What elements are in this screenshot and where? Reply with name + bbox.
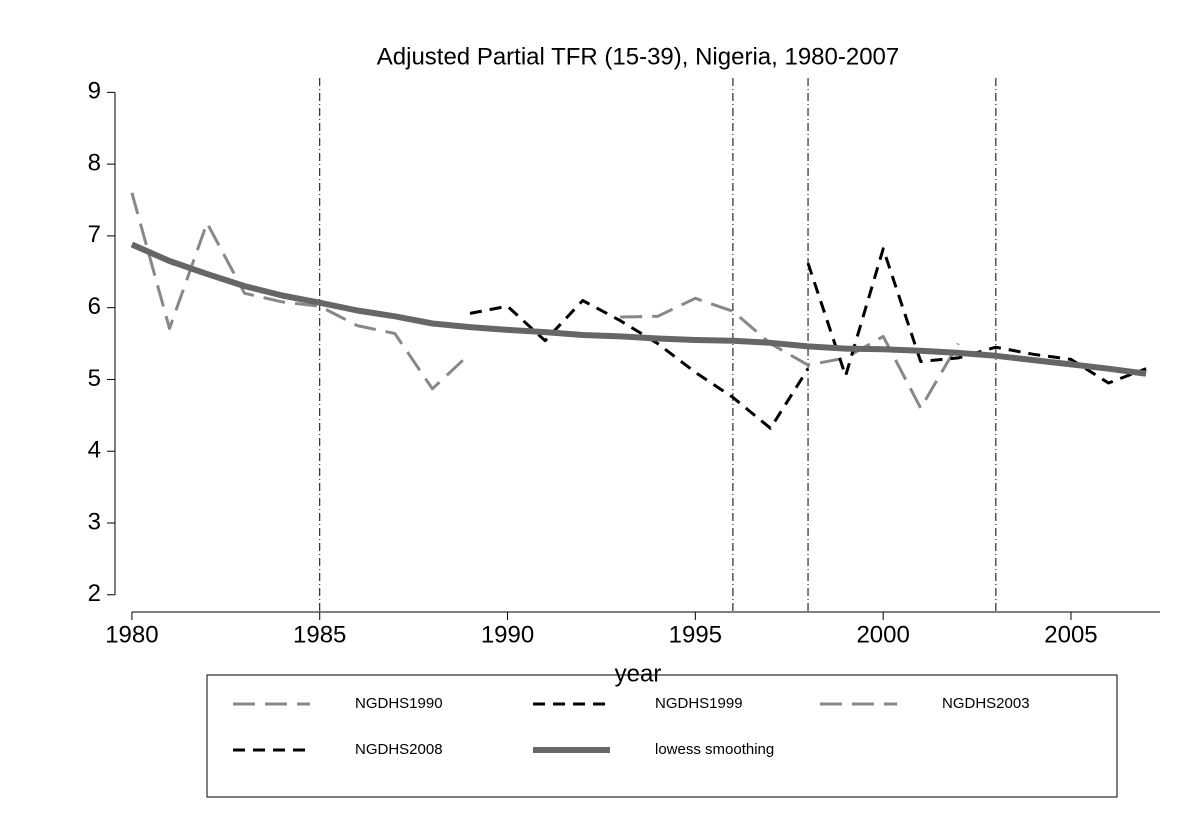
y-tick-label: 4 [88, 437, 101, 464]
y-tick-label: 3 [88, 508, 101, 535]
y-tick-label: 2 [88, 580, 101, 607]
y-tick-label: 5 [88, 365, 101, 392]
legend-label: NGDHS2008 [355, 741, 443, 758]
legend-label: NGDHS1990 [355, 695, 443, 712]
y-tick-label: 8 [88, 149, 101, 176]
series-line [130, 241, 1147, 377]
x-tick-label: 2000 [856, 621, 909, 648]
x-axis-label: year [615, 660, 662, 687]
chart-title: Adjusted Partial TFR (15-39), Nigeria, 1… [377, 43, 900, 70]
x-tick-label: 2005 [1044, 621, 1097, 648]
x-tick-label: 1980 [105, 621, 158, 648]
y-tick-label: 6 [88, 293, 101, 320]
series-line [130, 192, 472, 391]
series-line [469, 299, 810, 430]
y-tick-label: 7 [88, 221, 101, 248]
legend-label: NGDHS2003 [942, 695, 1030, 712]
series-line [620, 296, 960, 410]
legend-label: NGDHS1999 [655, 695, 743, 712]
y-tick-label: 9 [88, 78, 101, 105]
legend-box [206, 674, 1118, 798]
x-tick-label: 1985 [293, 621, 346, 648]
x-tick-label: 1995 [669, 621, 722, 648]
legend-label: lowess smoothing [655, 741, 774, 758]
x-tick-label: 1990 [481, 621, 534, 648]
